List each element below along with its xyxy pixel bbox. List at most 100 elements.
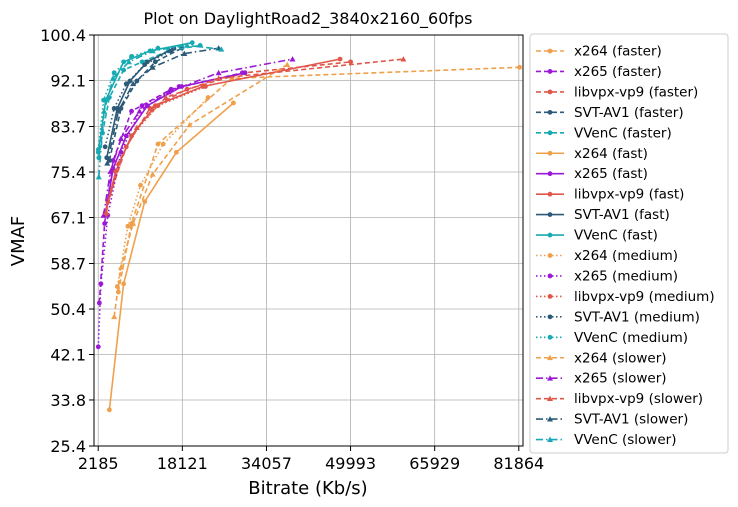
legend-label: VVenC (faster) [574, 125, 672, 141]
data-point [205, 95, 211, 100]
data-point [400, 56, 407, 62]
y-tick-label: 67.1 [50, 208, 86, 227]
legend-marker [547, 395, 553, 402]
legend-label: x264 (faster) [574, 44, 662, 60]
data-point [149, 64, 156, 70]
legend-label: VVenC (medium) [574, 330, 688, 346]
data-point [155, 141, 161, 147]
series-13 [102, 48, 174, 150]
data-point [96, 300, 102, 306]
chart-title: Plot on DaylightRoad2_3840x2160_60fps [143, 9, 472, 29]
x-tick-label: 18121 [157, 454, 208, 473]
legend-entry: libvpx-vp9 (fast) [536, 187, 684, 203]
data-point [149, 171, 156, 177]
legend-entry: VVenC (medium) [536, 330, 688, 346]
series-line [97, 47, 159, 150]
series-line [113, 63, 288, 317]
legend-entry: x265 (medium) [536, 268, 678, 284]
data-point [121, 67, 127, 73]
data-point [111, 70, 117, 76]
legend-marker [547, 130, 553, 136]
data-point [117, 135, 124, 141]
data-point [125, 223, 131, 229]
data-point [152, 59, 158, 65]
data-point [133, 124, 140, 131]
legend-label: x265 (slower) [574, 371, 667, 387]
y-tick-label: 42.1 [50, 345, 86, 364]
series-19 [95, 42, 225, 180]
axis-ticks: 2185 18121 34057 49993 65929 81864 25.4 33.8 42.… [40, 26, 544, 473]
data-point [102, 221, 108, 226]
legend-entry: libvpx-vp9 (slower) [536, 391, 703, 407]
legend-entry: VVenC (faster) [536, 125, 672, 141]
data-point [231, 100, 236, 106]
legend-entry: x265 (faster) [536, 64, 662, 80]
data-point [130, 80, 137, 87]
data-point [218, 46, 225, 52]
data-point [107, 168, 114, 174]
data-point [114, 284, 120, 289]
legend-entry: x265 (fast) [536, 166, 648, 182]
legend-marker [547, 436, 553, 442]
data-point [121, 281, 127, 287]
data-point [138, 182, 143, 188]
x-tick-label: 49993 [325, 454, 376, 473]
data-point [95, 344, 101, 350]
data-point [110, 75, 117, 81]
legend-marker [547, 334, 553, 340]
series-line [98, 72, 243, 304]
series-5 [106, 100, 236, 413]
legend-label: x265 (faster) [574, 64, 662, 80]
data-point [123, 81, 129, 87]
x-axis-label: Bitrate (Kb/s) [248, 478, 367, 499]
series-line [108, 47, 183, 161]
legend-entry: x264 (fast) [536, 146, 648, 162]
data-point [100, 212, 107, 218]
legend-marker [547, 171, 553, 177]
data-point [284, 61, 291, 67]
series-15 [111, 61, 291, 320]
data-point [289, 56, 296, 62]
data-point [125, 58, 132, 65]
legend-label: SVT-AV1 (slower) [574, 412, 688, 428]
legend-marker [547, 48, 553, 54]
data-point [95, 147, 101, 152]
data-point [174, 149, 179, 155]
legend-label: VVenC (fast) [574, 228, 658, 244]
data-point [348, 59, 354, 65]
legend-label: x264 (slower) [574, 350, 667, 366]
data-point [168, 48, 174, 54]
series-line [106, 47, 219, 164]
data-point [117, 264, 124, 270]
legend-label: libvpx-vp9 (fast) [574, 187, 684, 203]
grid [94, 34, 523, 447]
x-tick-label: 34057 [241, 454, 292, 473]
legend-label: libvpx-vp9 (faster) [574, 84, 698, 100]
data-point [115, 108, 122, 114]
data-point [101, 97, 106, 103]
y-tick-label: 75.4 [50, 163, 86, 182]
data-point [103, 209, 110, 215]
legend-entry: VVenC (fast) [536, 228, 658, 244]
data-point [215, 69, 222, 76]
legend-entry: libvpx-vp9 (faster) [536, 84, 698, 100]
data-point [101, 108, 108, 114]
legend-marker [547, 375, 553, 381]
data-point [215, 75, 222, 81]
legend-marker [547, 314, 553, 320]
series-16 [100, 56, 296, 218]
series-layer [95, 40, 522, 413]
legend-label: x264 (fast) [574, 146, 648, 162]
y-tick-label: 83.7 [50, 118, 86, 137]
series-17 [103, 56, 407, 215]
legend-marker [547, 416, 553, 422]
data-point [242, 70, 248, 76]
legend: x264 (faster) x265 (faster) libvpx-vp9 (fa… [529, 33, 729, 454]
data-point [139, 103, 145, 109]
series-line [104, 72, 246, 216]
legend-entry: VVenC (slower) [536, 432, 676, 448]
series-line [105, 58, 404, 213]
y-tick-label: 33.8 [50, 391, 86, 410]
data-point [176, 84, 182, 89]
